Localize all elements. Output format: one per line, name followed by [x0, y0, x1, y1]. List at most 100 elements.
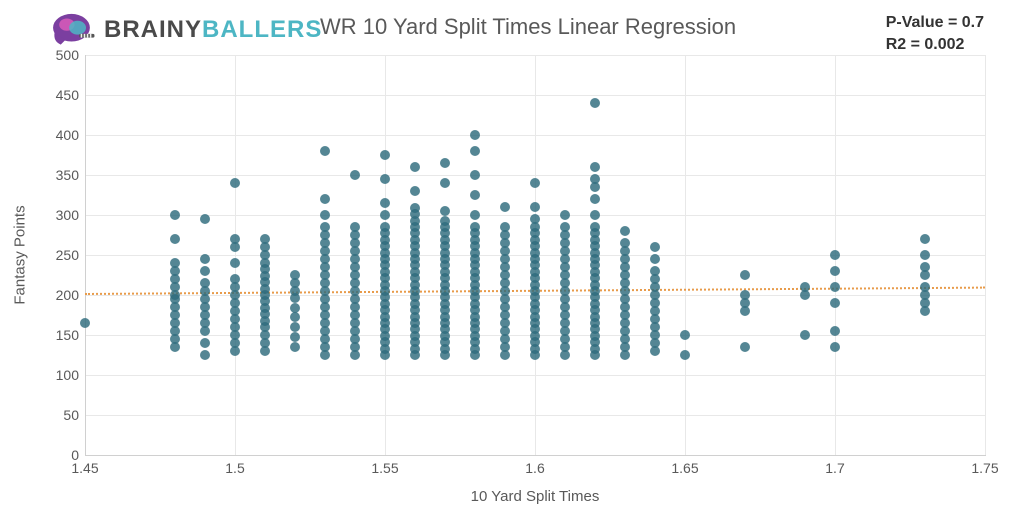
- data-point: [830, 326, 840, 336]
- xtick-label: 1.65: [671, 460, 698, 476]
- data-point: [590, 194, 600, 204]
- data-point: [260, 234, 270, 244]
- ytick-label: 450: [56, 87, 79, 103]
- data-point: [590, 222, 600, 232]
- data-point: [170, 234, 180, 244]
- xtick-label: 1.6: [525, 460, 544, 476]
- data-point: [380, 198, 390, 208]
- data-point: [650, 242, 660, 252]
- data-point: [650, 266, 660, 276]
- data-point: [410, 162, 420, 172]
- data-point: [230, 274, 240, 284]
- data-point: [590, 162, 600, 172]
- data-point: [500, 202, 510, 212]
- chart-title: WR 10 Yard Split Times Linear Regression: [320, 14, 736, 40]
- data-point: [740, 342, 750, 352]
- data-point: [830, 250, 840, 260]
- data-point: [830, 282, 840, 292]
- data-point: [590, 98, 600, 108]
- xtick-label: 1.55: [371, 460, 398, 476]
- data-point: [410, 203, 420, 213]
- brand-logo: BRAINYBALLERS: [50, 10, 322, 50]
- data-point: [290, 270, 300, 280]
- data-point: [470, 130, 480, 140]
- data-point: [470, 210, 480, 220]
- data-point: [740, 290, 750, 300]
- data-point: [200, 338, 210, 348]
- data-point: [620, 226, 630, 236]
- data-point: [830, 266, 840, 276]
- data-point: [320, 222, 330, 232]
- x-axis-label: 10 Yard Split Times: [471, 488, 600, 505]
- data-point: [470, 222, 480, 232]
- data-point: [440, 178, 450, 188]
- ytick-label: 400: [56, 127, 79, 143]
- ytick-label: 250: [56, 247, 79, 263]
- pvalue-text: P-Value = 0.7: [886, 12, 984, 34]
- data-point: [350, 222, 360, 232]
- ytick-label: 100: [56, 367, 79, 383]
- data-point: [350, 170, 360, 180]
- ytick-label: 300: [56, 207, 79, 223]
- data-point: [320, 210, 330, 220]
- data-point: [620, 238, 630, 248]
- ytick-label: 350: [56, 167, 79, 183]
- data-point: [230, 234, 240, 244]
- data-point: [470, 170, 480, 180]
- data-point: [380, 222, 390, 232]
- data-point: [320, 146, 330, 156]
- data-point: [200, 214, 210, 224]
- data-point: [920, 250, 930, 260]
- data-point: [800, 282, 810, 292]
- data-point: [500, 222, 510, 232]
- ytick-label: 50: [63, 407, 79, 423]
- xtick-label: 1.5: [225, 460, 244, 476]
- data-point: [440, 216, 450, 226]
- y-axis-label: Fantasy Points: [12, 205, 29, 304]
- data-point: [740, 270, 750, 280]
- data-point: [440, 206, 450, 216]
- data-point: [530, 178, 540, 188]
- data-point: [290, 342, 300, 352]
- data-point: [560, 210, 570, 220]
- data-point: [230, 178, 240, 188]
- data-point: [560, 222, 570, 232]
- data-point: [200, 278, 210, 288]
- data-point: [170, 210, 180, 220]
- data-point: [380, 210, 390, 220]
- ytick-label: 150: [56, 327, 79, 343]
- data-point: [920, 234, 930, 244]
- data-point: [290, 303, 300, 313]
- r2-text: R2 = 0.002: [886, 34, 984, 56]
- data-point: [320, 194, 330, 204]
- brand-text-2: BALLERS: [202, 16, 322, 44]
- data-point: [650, 254, 660, 264]
- data-point: [680, 350, 690, 360]
- data-point: [590, 174, 600, 184]
- data-point: [80, 318, 90, 328]
- data-point: [830, 342, 840, 352]
- xtick-label: 1.7: [825, 460, 844, 476]
- data-point: [920, 282, 930, 292]
- brain-icon: [50, 10, 96, 50]
- data-point: [200, 350, 210, 360]
- data-point: [590, 210, 600, 220]
- data-point: [470, 190, 480, 200]
- data-point: [380, 150, 390, 160]
- data-point: [410, 186, 420, 196]
- chart-container: { "brand": { "part1": "BRAINY", "part2":…: [0, 0, 1024, 517]
- xtick-label: 1.75: [971, 460, 998, 476]
- data-point: [200, 266, 210, 276]
- data-point: [290, 332, 300, 342]
- data-point: [920, 262, 930, 272]
- data-point: [680, 330, 690, 340]
- data-point: [800, 330, 810, 340]
- xtick-label: 1.45: [71, 460, 98, 476]
- data-point: [530, 214, 540, 224]
- data-point: [200, 254, 210, 264]
- data-point: [440, 158, 450, 168]
- data-point: [290, 322, 300, 332]
- data-point: [830, 298, 840, 308]
- ytick-label: 500: [56, 47, 79, 63]
- data-point: [170, 258, 180, 268]
